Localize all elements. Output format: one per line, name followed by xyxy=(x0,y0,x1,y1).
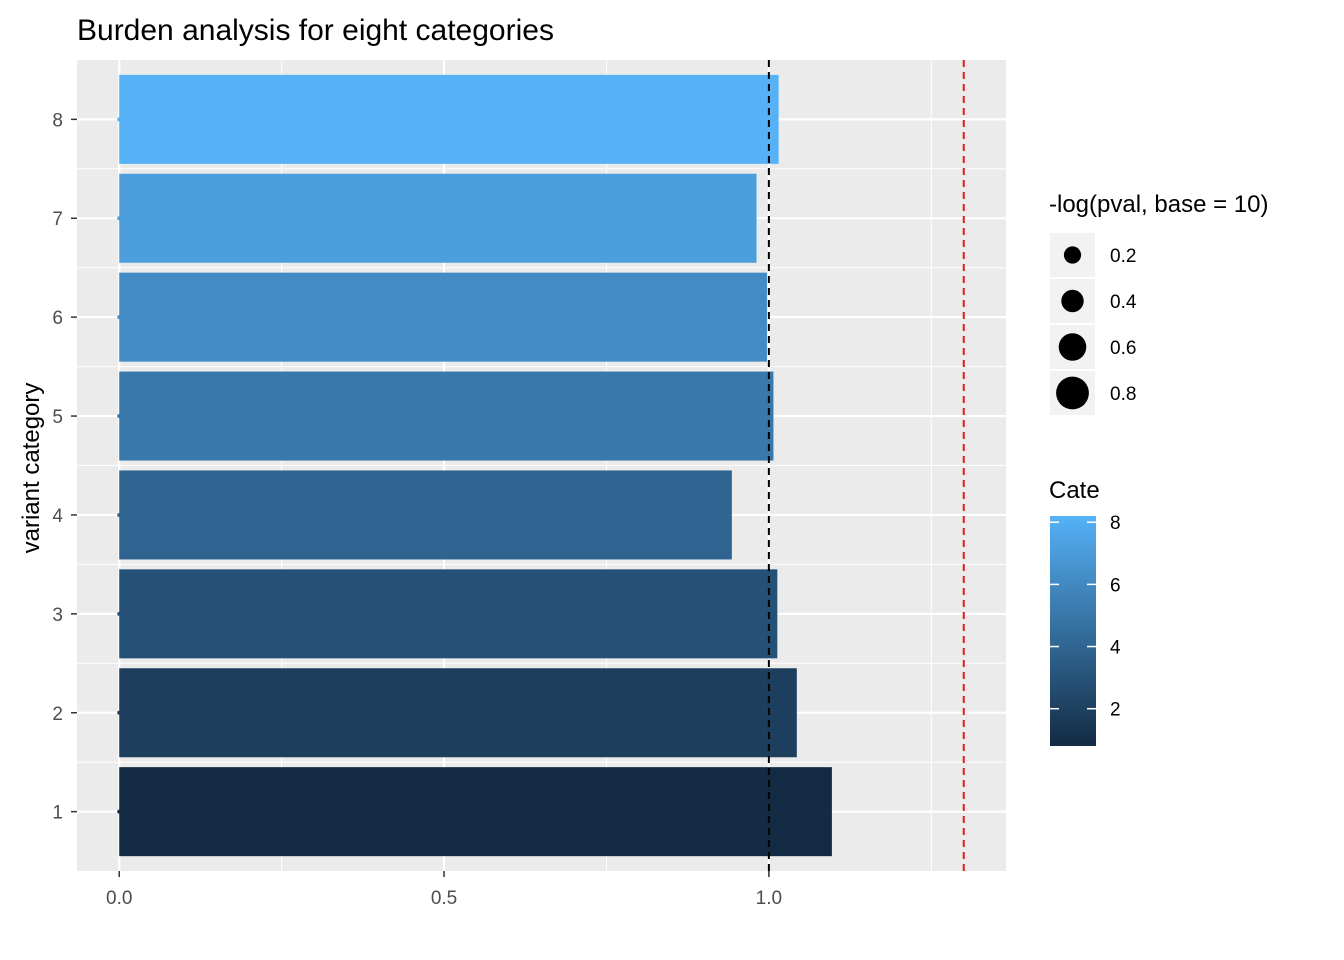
x-tick-label: 1.0 xyxy=(756,888,782,909)
point-6 xyxy=(117,315,122,320)
size-legend-label: 0.2 xyxy=(1110,246,1136,267)
bar-1 xyxy=(119,767,832,857)
bars xyxy=(119,74,832,857)
y-tick-label: 7 xyxy=(52,209,63,230)
bar-3 xyxy=(119,569,778,659)
size-legend-dot xyxy=(1063,246,1082,264)
bar-4 xyxy=(119,470,732,560)
point-7 xyxy=(117,216,122,221)
bar-2 xyxy=(119,668,797,758)
bar-6 xyxy=(119,272,767,362)
size-legend-dot xyxy=(1058,333,1087,361)
y-tick-label: 6 xyxy=(52,308,63,329)
y-tick-label: 8 xyxy=(52,110,63,131)
size-legend-label: 0.6 xyxy=(1110,338,1136,359)
point-1 xyxy=(117,809,122,814)
minor-gridlines xyxy=(77,60,1006,871)
fill-colorbar xyxy=(1050,516,1096,746)
fill-legend-label: 6 xyxy=(1110,575,1121,596)
y-tick-label: 1 xyxy=(52,803,63,824)
point-4 xyxy=(117,512,122,517)
size-legend-label: 0.4 xyxy=(1110,292,1137,313)
size-legend-dot xyxy=(1061,289,1084,313)
point-8 xyxy=(117,117,122,122)
y-tick-label: 2 xyxy=(52,704,63,725)
reference-lines xyxy=(767,60,965,871)
y-tick-label: 3 xyxy=(52,605,63,626)
y-axis-title: variant category xyxy=(18,383,45,554)
fill-legend-title: Cate xyxy=(1049,477,1100,504)
size-legend: -log(pval, base = 10) 0.2 0.4 0.6 0.8 xyxy=(1049,191,1268,415)
point-3 xyxy=(117,611,122,616)
point-2 xyxy=(117,710,122,715)
fill-legend-label: 4 xyxy=(1110,638,1121,659)
fill-legend-label: 8 xyxy=(1110,513,1121,534)
x-tick-label: 0.5 xyxy=(431,888,457,909)
x-tick-label: 0.0 xyxy=(106,888,132,909)
y-tick-label: 4 xyxy=(52,506,63,527)
fill-legend-label: 2 xyxy=(1110,700,1121,721)
y-tick-label: 5 xyxy=(52,407,63,428)
size-legend-title: -log(pval, base = 10) xyxy=(1049,191,1268,218)
bar-7 xyxy=(119,173,757,263)
size-legend-label: 0.8 xyxy=(1110,384,1136,405)
bar-5 xyxy=(119,371,774,461)
bar-8 xyxy=(119,74,779,164)
fill-legend: Cate 2 4 6 8 xyxy=(1049,477,1121,746)
point-5 xyxy=(117,414,122,419)
points xyxy=(117,117,122,814)
chart-title: Burden analysis for eight categories xyxy=(77,14,554,47)
y-axis: 1 2 3 4 5 6 7 8 xyxy=(52,110,77,824)
size-legend-dot xyxy=(1056,376,1089,410)
x-axis: 0.0 0.5 1.0 xyxy=(106,871,782,909)
